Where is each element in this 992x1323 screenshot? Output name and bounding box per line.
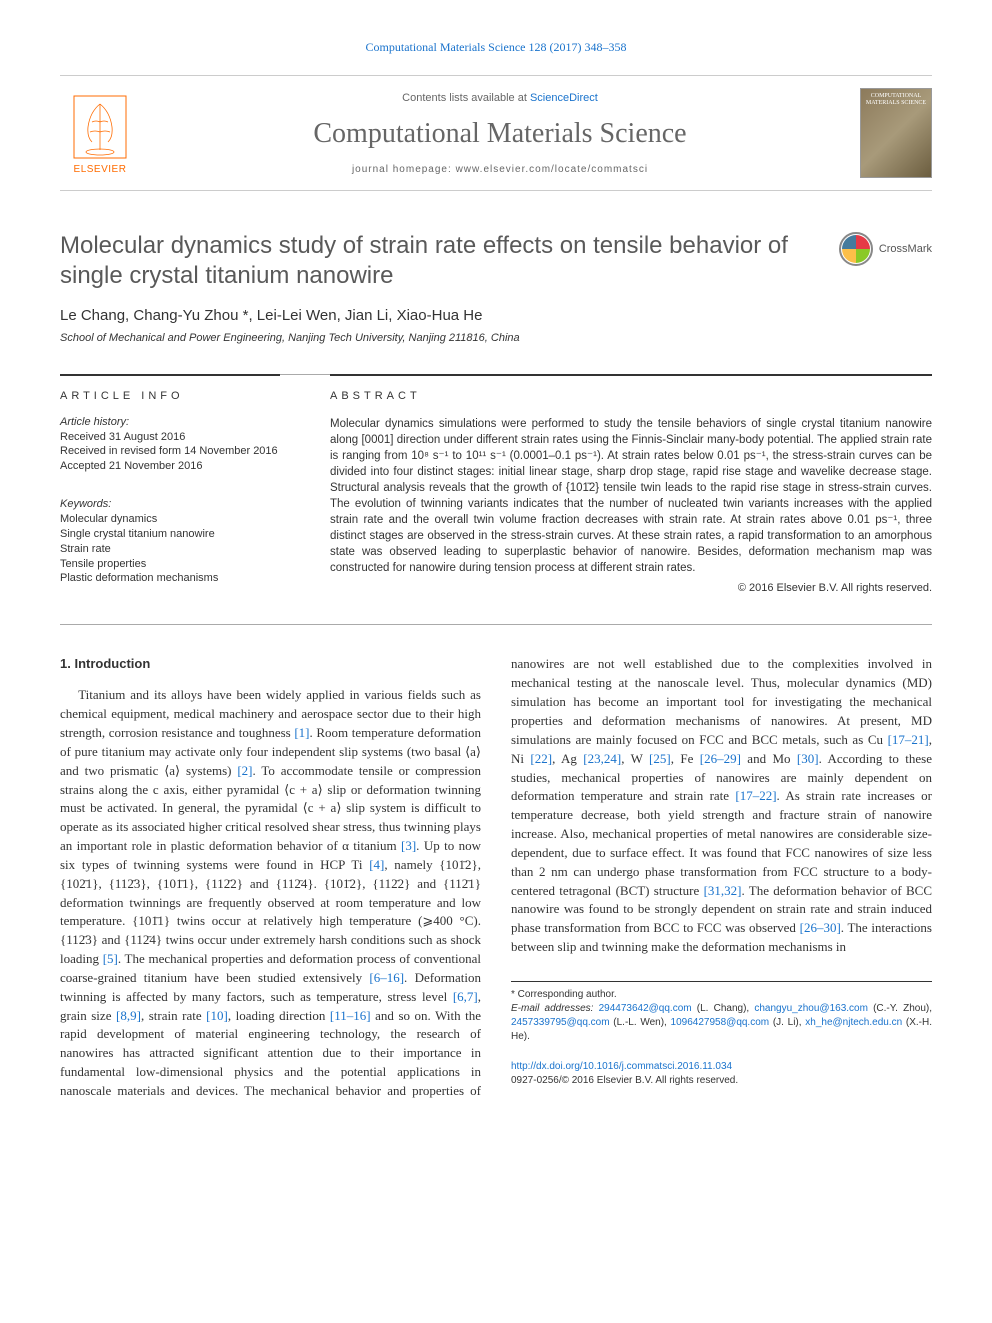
ref-link[interactable]: [26–30] [800,920,841,935]
elsevier-logo: ELSEVIER [60,92,140,175]
ref-link[interactable]: [11–16] [330,1008,371,1023]
contents-line: Contents lists available at ScienceDirec… [140,92,860,104]
email-addresses: E-mail addresses: 294473642@qq.com (L. C… [511,1002,932,1044]
ref-link[interactable]: [5] [103,951,118,966]
ref-link[interactable]: [31,32] [704,883,742,898]
email-link[interactable]: 294473642@qq.com [599,1003,692,1014]
keywords-label: Keywords: [60,498,280,510]
revised-date: Received in revised form 14 November 201… [60,444,280,459]
email-link[interactable]: 2457339795@qq.com [511,1017,610,1028]
ref-link[interactable]: [6–16] [369,970,404,985]
email-link[interactable]: xh_he@njtech.edu.cn [805,1017,902,1028]
citation-link[interactable]: Computational Materials Science 128 (201… [366,40,627,54]
section-divider [60,624,932,625]
ref-link[interactable]: [23,24] [583,751,621,766]
sciencedirect-link[interactable]: ScienceDirect [530,92,598,104]
abstract-copyright: © 2016 Elsevier B.V. All rights reserved… [330,582,932,594]
abstract-heading: abstract [330,390,932,402]
article-info-heading: article info [60,390,280,402]
ref-link[interactable]: [4] [369,857,384,872]
elsevier-tree-icon [70,92,130,162]
ref-link[interactable]: [8,9] [116,1008,141,1023]
ref-link[interactable]: [26–29] [700,751,741,766]
keyword: Strain rate [60,542,280,557]
keyword: Molecular dynamics [60,512,280,527]
ref-link[interactable]: [22] [530,751,552,766]
section-heading: 1. Introduction [60,655,481,674]
abstract-text: Molecular dynamics simulations were perf… [330,416,932,577]
ref-link[interactable]: [1] [294,725,309,740]
ref-link[interactable]: [10] [206,1008,228,1023]
article-title: Molecular dynamics study of strain rate … [60,231,838,291]
doi-block: http://dx.doi.org/10.1016/j.commatsci.20… [511,1060,932,1088]
ref-link[interactable]: [30] [797,751,819,766]
history-label: Article history: [60,416,280,428]
ref-link[interactable]: [3] [401,838,416,853]
ref-link[interactable]: [17–21] [888,732,929,747]
journal-title: Computational Materials Science [140,118,860,150]
keyword: Single crystal titanium nanowire [60,527,280,542]
affiliation: School of Mechanical and Power Engineeri… [60,332,932,344]
keyword: Plastic deformation mechanisms [60,571,280,586]
author-list: Le Chang, Chang-Yu Zhou *, Lei-Lei Wen, … [60,307,932,324]
footnotes: * Corresponding author. E-mail addresses… [511,981,932,1044]
journal-cover-thumb: COMPUTATIONAL MATERIALS SCIENCE [860,88,932,178]
crossmark-badge[interactable]: CrossMark [838,231,932,267]
email-link[interactable]: changyu_zhou@163.com [754,1003,868,1014]
email-link[interactable]: 1096427958@qq.com [671,1017,770,1028]
ref-link[interactable]: [2] [237,763,252,778]
ref-link[interactable]: [17–22] [735,788,776,803]
received-date: Received 31 August 2016 [60,430,280,445]
crossmark-label: CrossMark [879,243,932,255]
homepage-link[interactable]: www.elsevier.com/locate/commatsci [456,164,649,175]
crossmark-icon [838,231,874,267]
doi-link[interactable]: http://dx.doi.org/10.1016/j.commatsci.20… [511,1061,732,1072]
homepage-line: journal homepage: www.elsevier.com/locat… [140,164,860,175]
ref-link[interactable]: [6,7] [453,989,478,1004]
issn-line: 0927-0256/© 2016 Elsevier B.V. All right… [511,1075,738,1086]
header-citation: Computational Materials Science 128 (201… [60,40,932,55]
corresponding-note: * Corresponding author. [511,988,932,1002]
journal-header-box: ELSEVIER Contents lists available at Sci… [60,75,932,191]
keyword: Tensile properties [60,557,280,572]
body-columns: 1. Introduction Titanium and its alloys … [60,655,932,1100]
accepted-date: Accepted 21 November 2016 [60,459,280,474]
ref-link[interactable]: [25] [649,751,671,766]
elsevier-label: ELSEVIER [74,164,127,175]
